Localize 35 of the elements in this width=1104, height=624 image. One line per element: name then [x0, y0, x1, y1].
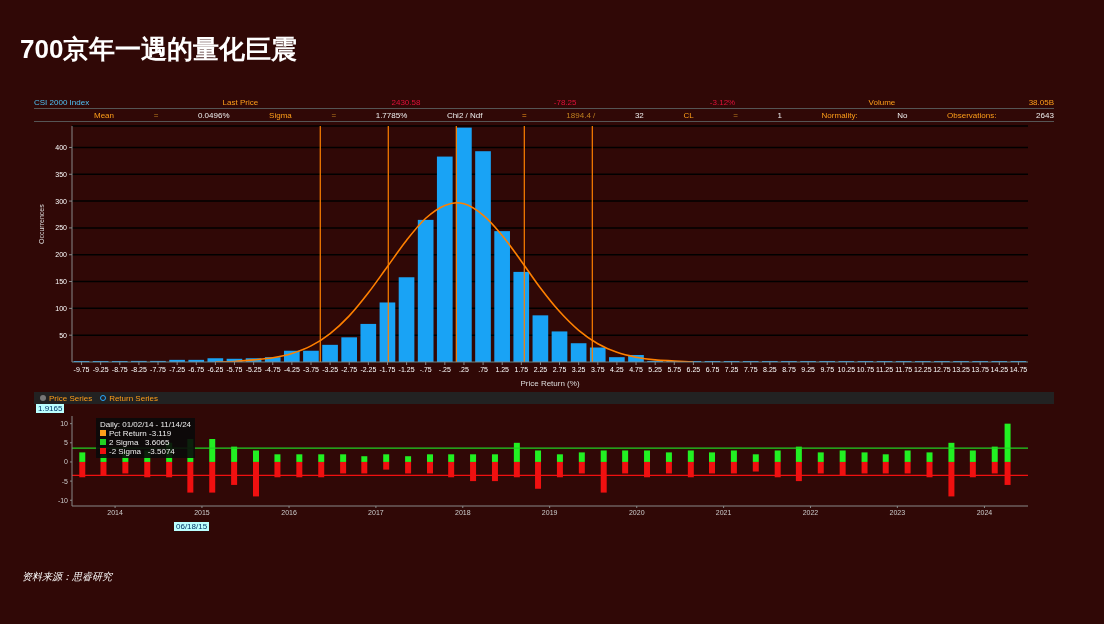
text: Volume [868, 97, 896, 107]
text: 0.0496% [197, 110, 230, 120]
text: Chi2 / Ndf [446, 110, 483, 120]
text: CSI 2000 Index [34, 97, 90, 107]
text: -3.12% [709, 97, 736, 107]
text: Normality: [821, 110, 858, 120]
text: 1.7785% [375, 110, 408, 120]
text: 06/18/15 [174, 522, 210, 531]
legend-label: -2 Sigma -3.5074 [108, 447, 176, 456]
text: = [522, 110, 527, 120]
text: Mean [94, 110, 115, 120]
text: 1.9165 [36, 404, 65, 413]
x-axis-title: Price Return (%) [520, 379, 580, 388]
text: Last Price [222, 97, 259, 107]
text: Observations: [947, 110, 997, 120]
annotation: Daily: 01/02/14 - 11/14/24 [100, 420, 192, 429]
text: 2643 [1036, 110, 1054, 120]
text: 38.05B [1028, 97, 1054, 107]
ref-line-label: 2 Sigma 3.6065 [108, 438, 171, 447]
text: 资料来源：思睿研究 [22, 570, 112, 584]
text: 32 [634, 110, 644, 120]
text: = [733, 110, 738, 120]
text: -78.25 [553, 97, 577, 107]
text: Price Series [48, 393, 93, 403]
text: 1894.4 / [566, 110, 596, 120]
text: CL [683, 110, 694, 120]
text: 2430.58 [391, 97, 421, 107]
text: = [153, 110, 159, 120]
chart-title: 700京年一遇的量化巨震 [20, 33, 298, 66]
text: Sigma [269, 110, 292, 120]
annotation: Pct Return -3.119 [108, 429, 173, 438]
text: = [331, 110, 337, 120]
text: No [897, 110, 908, 120]
text: Return Series [108, 393, 159, 403]
text: 1 [777, 110, 782, 120]
